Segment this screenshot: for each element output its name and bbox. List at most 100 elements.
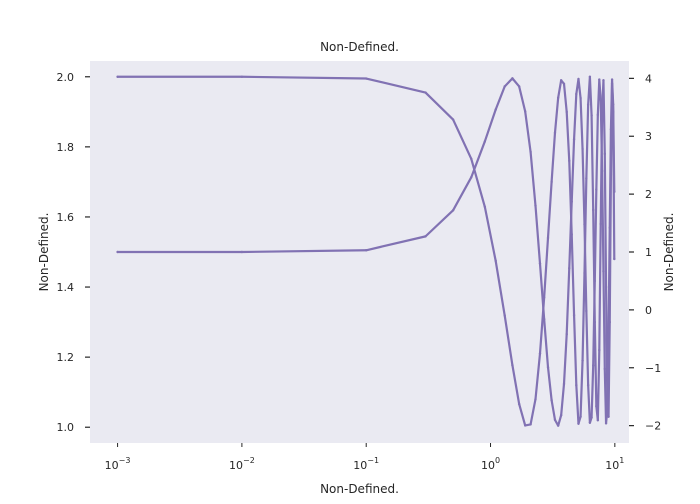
- data-point: [523, 110, 527, 113]
- data-point: [451, 118, 455, 121]
- data-point: [542, 317, 546, 321]
- data-point: [568, 159, 571, 163]
- data-point: [599, 222, 602, 226]
- data-point: [590, 416, 593, 419]
- data-point: [611, 103, 615, 106]
- data-point: [424, 235, 427, 238]
- data-point: [592, 364, 595, 367]
- data-point: [565, 110, 568, 114]
- y-right-tick-label: 0: [645, 304, 652, 317]
- data-point: [553, 131, 557, 135]
- data-point: [240, 250, 244, 254]
- data-point: [592, 208, 595, 212]
- data-point: [575, 383, 578, 387]
- data-point: [595, 405, 598, 408]
- data-point: [511, 364, 514, 367]
- data-point: [579, 96, 582, 100]
- data-point: [529, 423, 532, 426]
- data-point: [503, 314, 506, 317]
- data-point: [365, 249, 368, 252]
- data-point: [602, 269, 605, 273]
- data-point: [593, 279, 596, 283]
- y-left-tick-label: 1.8: [57, 141, 75, 154]
- x-axis: 10−3 10−2 10−1 100 101: [105, 443, 624, 472]
- data-point: [494, 259, 497, 262]
- data-point: [598, 348, 601, 352]
- y-left-tick-label: 1.6: [57, 211, 75, 224]
- data-point: [600, 169, 604, 173]
- data-point: [483, 205, 487, 208]
- data-point: [534, 397, 537, 401]
- data-point: [116, 250, 119, 254]
- data-point: [599, 98, 602, 101]
- data-point: [609, 128, 613, 131]
- y-axis-left: 1.0 1.2 1.4 1.6 1.8 2.0: [57, 71, 90, 434]
- y-axis-label-left: Non-Defined.: [37, 213, 51, 292]
- data-point: [424, 91, 427, 94]
- data-point: [596, 419, 600, 422]
- data-point: [577, 422, 580, 425]
- data-point: [598, 78, 601, 81]
- data-point: [602, 79, 605, 82]
- data-point: [586, 103, 590, 107]
- data-point: [511, 77, 514, 80]
- y-right-tick-label: 1: [645, 246, 652, 259]
- data-point: [562, 82, 566, 85]
- y-left-tick-label: 1.2: [57, 351, 75, 364]
- data-point: [595, 188, 598, 191]
- data-point: [570, 200, 573, 203]
- y-left-tick-label: 1.4: [57, 281, 75, 294]
- y-right-tick-label: 3: [645, 130, 652, 143]
- data-point: [523, 424, 527, 427]
- data-point: [534, 204, 537, 207]
- series-line-1: [116, 75, 616, 427]
- data-point: [483, 140, 487, 143]
- data-point: [596, 113, 600, 117]
- y-left-tick-label: 1.0: [57, 421, 75, 434]
- data-point: [365, 77, 368, 80]
- data-point: [550, 180, 553, 184]
- x-axis-label: Non-Defined.: [320, 482, 399, 496]
- series-layer: [116, 75, 616, 427]
- data-point: [603, 152, 606, 156]
- data-point: [546, 236, 550, 240]
- data-point: [606, 408, 609, 412]
- x-tick-label: 10−3: [105, 456, 131, 472]
- data-point: [581, 359, 584, 362]
- data-point: [550, 398, 553, 402]
- y-axis-label-right: Non-Defined.: [662, 213, 676, 292]
- data-point: [451, 209, 455, 212]
- data-point: [588, 75, 592, 78]
- series-line-2: [116, 77, 616, 427]
- data-point: [613, 257, 616, 261]
- data-point: [546, 365, 550, 369]
- data-point: [538, 262, 542, 265]
- data-point: [116, 75, 119, 78]
- data-point: [585, 177, 588, 180]
- data-point: [590, 114, 593, 117]
- x-tick-label: 100: [481, 456, 500, 472]
- data-point: [556, 424, 560, 427]
- data-point: [565, 332, 568, 336]
- x-tick-label: 10−1: [353, 456, 379, 472]
- data-point: [572, 313, 576, 317]
- data-point: [586, 383, 590, 387]
- y-axis-right: −2 −1 0 1 2 3 4: [629, 72, 661, 433]
- data-point: [588, 421, 592, 424]
- data-point: [603, 367, 606, 371]
- data-point: [240, 75, 244, 78]
- data-point: [503, 85, 506, 88]
- data-point: [517, 402, 521, 406]
- data-point: [470, 176, 473, 179]
- data-point: [585, 309, 588, 313]
- data-point: [517, 85, 521, 88]
- data-point: [529, 150, 532, 154]
- data-point: [604, 422, 608, 425]
- data-point: [559, 414, 563, 417]
- y-right-tick-label: −1: [645, 362, 661, 375]
- data-point: [494, 108, 497, 111]
- y-right-tick-label: 2: [645, 188, 652, 201]
- data-point: [610, 78, 614, 81]
